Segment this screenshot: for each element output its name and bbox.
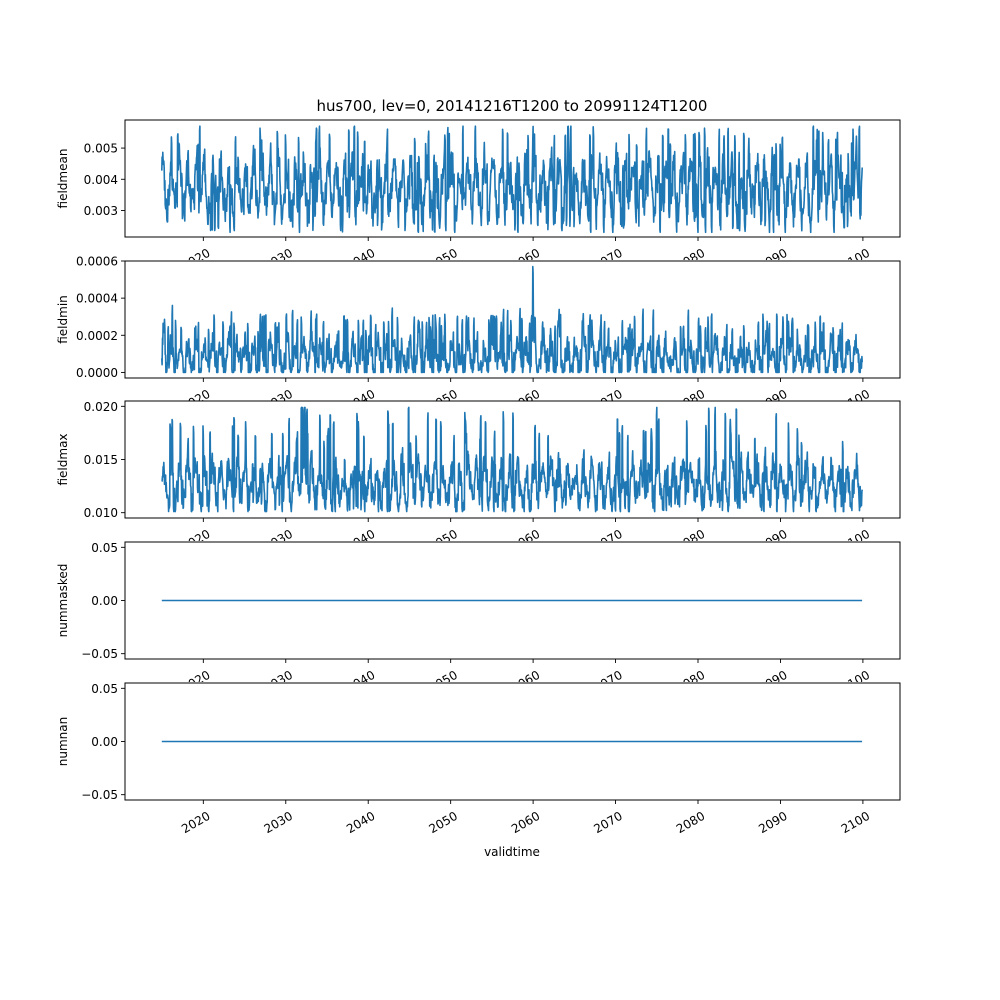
axes-frame [124, 400, 901, 519]
series-line-fieldmin [161, 265, 863, 374]
y-tick-label: 0.004 [84, 173, 118, 187]
y-tick-label: 0.015 [84, 453, 118, 467]
y-tick-label: 0.020 [84, 400, 118, 414]
y-tick-label: 0.0002 [76, 329, 118, 343]
series-line-fieldmax [161, 406, 863, 513]
axes-frame [124, 260, 901, 379]
y-tick-label: 0.00 [91, 735, 118, 749]
axes-frame [124, 541, 901, 660]
y-tick-label: 0.003 [84, 204, 118, 218]
y-tick-label: 0.010 [84, 506, 118, 520]
y-axis-label: fieldmax [56, 433, 70, 485]
y-axis-label: fieldmean [56, 149, 70, 209]
y-tick-label: 0.0006 [76, 255, 118, 269]
figure-title: hus700, lev=0, 20141216T1200 to 20991124… [317, 97, 708, 115]
series-line-fieldmean [161, 125, 863, 234]
axes-frame [124, 119, 901, 238]
y-tick-label: 0.00 [91, 594, 118, 608]
y-tick-label: 0.05 [91, 541, 118, 555]
y-axis-label: fieldmin [56, 295, 70, 344]
y-tick-label: −0.05 [81, 788, 118, 802]
y-axis-label: numnan [56, 717, 70, 766]
y-tick-label: 0.0000 [76, 366, 118, 380]
y-tick-label: 0.0004 [76, 292, 118, 306]
y-tick-label: −0.05 [81, 647, 118, 661]
y-tick-label: 0.05 [91, 682, 118, 696]
axes-frame [124, 682, 901, 801]
y-tick-label: 0.005 [84, 142, 118, 156]
y-axis-label: nummasked [56, 564, 70, 638]
x-axis-label: validtime [484, 845, 540, 859]
